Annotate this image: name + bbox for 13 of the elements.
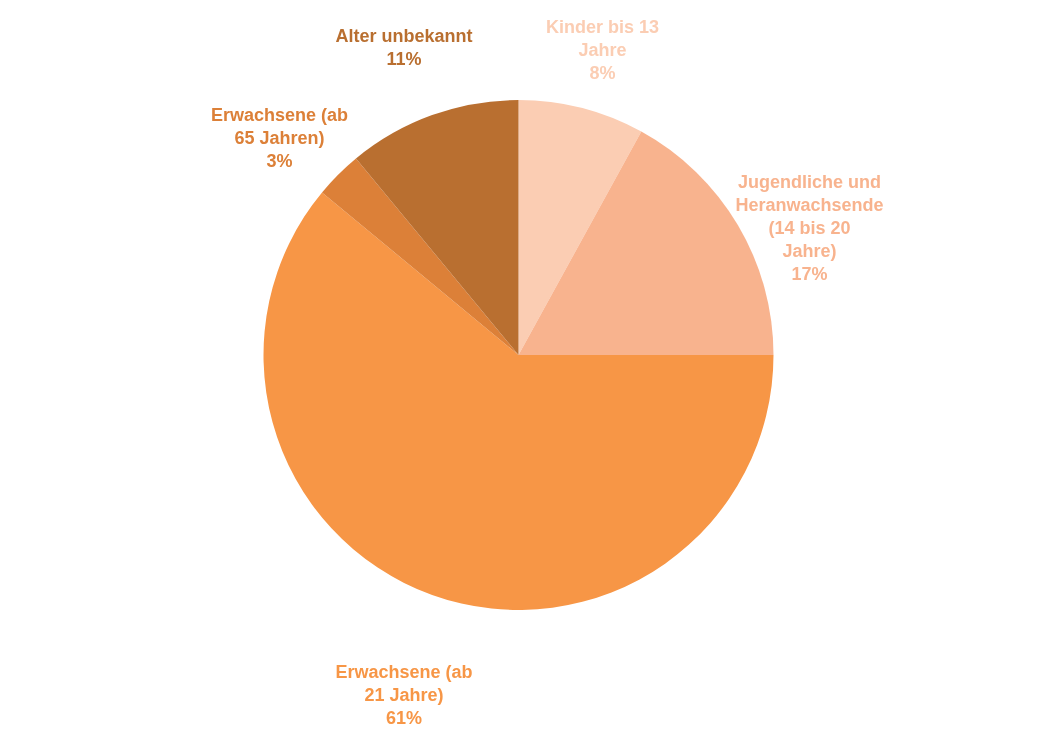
data-label: 8% bbox=[589, 62, 616, 83]
data-label: 11% bbox=[386, 48, 422, 69]
pie-slice bbox=[355, 100, 519, 355]
data-label: 17% bbox=[791, 263, 828, 284]
slice-label: Jugendliche und Heranwachsende (14 bis 20 Jahre) bbox=[735, 171, 884, 261]
slice-label: Erwachsene (ab 21 Jahre) bbox=[335, 662, 473, 706]
pie-slice bbox=[518, 100, 642, 355]
pie-slice bbox=[322, 158, 519, 355]
slice-label: Erwachsene (ab 65 Jahren) bbox=[210, 105, 349, 148]
slice-label: Kinder bis 13 Jahre bbox=[546, 16, 660, 60]
data-label: 3% bbox=[266, 151, 293, 171]
data-label: 61% bbox=[385, 708, 423, 729]
slice-label: Alter unbekannt bbox=[335, 25, 473, 46]
